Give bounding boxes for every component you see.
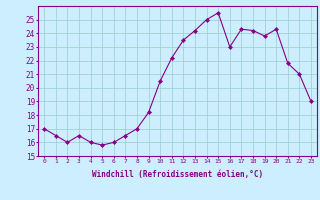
X-axis label: Windchill (Refroidissement éolien,°C): Windchill (Refroidissement éolien,°C)	[92, 170, 263, 179]
